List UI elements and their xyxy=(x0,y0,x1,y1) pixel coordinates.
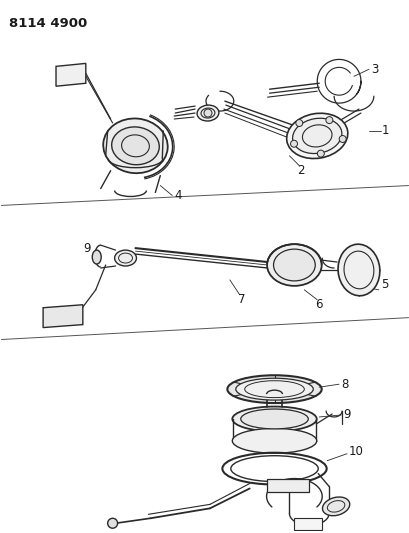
Text: 8: 8 xyxy=(340,378,348,391)
Ellipse shape xyxy=(286,113,347,158)
Ellipse shape xyxy=(92,250,101,264)
Text: 5: 5 xyxy=(380,278,387,292)
Text: 2: 2 xyxy=(297,164,304,177)
Ellipse shape xyxy=(337,244,379,296)
Ellipse shape xyxy=(115,250,136,266)
Ellipse shape xyxy=(197,105,218,121)
Ellipse shape xyxy=(240,409,308,429)
Ellipse shape xyxy=(235,378,312,400)
Text: 7: 7 xyxy=(237,293,245,306)
Circle shape xyxy=(338,135,345,142)
Ellipse shape xyxy=(111,127,159,165)
Ellipse shape xyxy=(227,375,321,403)
Polygon shape xyxy=(294,518,321,530)
Text: 10: 10 xyxy=(348,445,363,458)
Circle shape xyxy=(317,150,324,157)
Polygon shape xyxy=(43,305,83,328)
Circle shape xyxy=(108,518,117,528)
Circle shape xyxy=(204,109,211,117)
Ellipse shape xyxy=(232,429,316,453)
Text: 9: 9 xyxy=(342,408,350,422)
Ellipse shape xyxy=(232,407,316,431)
Ellipse shape xyxy=(322,497,349,516)
Ellipse shape xyxy=(266,244,321,286)
Polygon shape xyxy=(266,479,308,492)
Circle shape xyxy=(295,119,302,126)
Ellipse shape xyxy=(103,118,167,173)
Ellipse shape xyxy=(273,249,315,281)
Circle shape xyxy=(290,140,297,147)
Text: 1: 1 xyxy=(381,124,388,138)
Text: 9: 9 xyxy=(83,241,90,255)
Circle shape xyxy=(325,117,332,124)
Text: 3: 3 xyxy=(370,63,378,76)
Text: 6: 6 xyxy=(315,298,322,311)
Polygon shape xyxy=(56,63,85,86)
Ellipse shape xyxy=(292,118,341,154)
Text: 4: 4 xyxy=(174,189,181,202)
Text: 8114 4900: 8114 4900 xyxy=(9,17,88,30)
